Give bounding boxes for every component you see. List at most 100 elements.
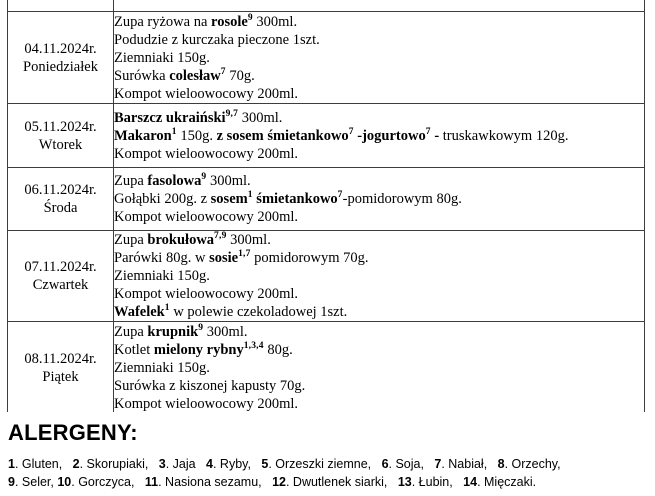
text-segment: Zupa [114,173,148,189]
menu-table-wrapper: 04.11.2024r. Poniedziałek Zupa ryżowa na r… [7,0,646,412]
clipped-date-cell [7,0,114,12]
meal-line: Kompot wieloowocowy 200ml. [114,85,644,103]
meal-line: Ziemniaki 150g. [114,359,644,377]
text-segment: 9 [8,475,15,489]
text-segment: Parówki 80g. w [114,250,210,266]
allergen-superscript: 7 [425,126,431,137]
meal-line: Ziemniaki 150g. [114,267,644,285]
text-segment: 300ml. [226,232,271,248]
allergen-superscript: 7 [220,66,226,77]
text-segment: Barszcz ukraiński [114,109,226,126]
text-segment: 11 [144,475,159,489]
menu-date-cell: 04.11.2024r. Poniedziałek [7,11,114,104]
text-segment: truskawkowym 120g. [442,127,569,144]
allergen-line: 9. Seler, 10. Gorczyca, 11. Nasiona seza… [8,473,648,491]
meal-line: Zupa ryżowa na rosole9 300ml. [114,13,644,31]
allergen-superscript: 9 [247,12,253,23]
meal-line: Zupa fasolowa9 300ml. [114,172,644,190]
text-segment: Ziemniaki 150g. [114,268,210,284]
text-segment: colesław [169,67,221,84]
text-segment: mielony rybny [153,341,244,358]
text-segment: Zupa [114,323,148,340]
text-segment: 5 [261,457,269,471]
text-segment: 7 [434,457,442,471]
text-segment: 300ml. [203,323,248,340]
text-segment: Zupa [114,232,148,248]
allergen-superscript: 1,7 [238,249,251,260]
text-segment: 300ml. [252,13,298,30]
meal-line: Parówki 80g. w sosie1,7 pomidorowym 70g. [114,249,644,267]
menu-row: 08.11.2024r. Piątek Zupa krupnik9 300ml. Ko… [7,321,645,413]
text-segment: . Ryby, [212,457,262,471]
text-segment: brokułowa [147,232,215,248]
meal-line: Kotlet mielony rybny1,3,4 80g. [114,341,644,359]
allergens-heading: ALERGENY: [8,420,138,445]
text-segment: 70g. [225,67,255,84]
text-segment: 3 [158,457,166,471]
text-segment: . Orzeszki ziemne, [268,457,382,471]
text-segment: 1 [8,457,15,471]
text-segment: . Nasiona sezamu, [158,475,273,489]
meal-line: Zupa brokułowa7,9 300ml. [114,231,644,249]
text-segment: 300ml. [206,173,251,189]
weekday-label: Piątek [42,368,79,385]
allergen-superscript: 7 [348,126,354,137]
text-segment: fasolowa [147,173,202,189]
text-segment: Ziemniaki 150g. [114,49,210,66]
clipped-meal-cell [113,0,645,12]
menu-date-cell: 06.11.2024r. Środa [7,167,114,231]
text-segment: 10 [57,475,72,489]
text-segment: 80g. [263,341,293,358]
menu-meal-cell: Zupa fasolowa9 300ml. Gołąbki 200g. z sos… [113,167,645,231]
text-segment: . Soja, [388,457,435,471]
date-label: 05.11.2024r. [24,118,97,135]
text-segment: z sosem śmietankowo [216,127,349,144]
text-segment: Surówka [114,67,170,84]
allergen-superscript: 9 [198,322,204,333]
allergens-list: 1. Gluten, 2. Skorupiaki, 3. Jaja 4. Ryb… [8,455,648,491]
menu-meal-cell: Zupa krupnik9 300ml. Kotlet mielony rybny… [113,321,645,413]
menu-meal-cell: Zupa brokułowa7,9 300ml. Parówki 80g. w s… [113,230,645,322]
text-segment: 4 [206,457,213,471]
text-segment: . Orzechy, [504,457,561,471]
meal-line: Zupa krupnik9 300ml. [114,323,644,341]
meal-line: Barszcz ukraiński9,7 300ml. [114,109,644,127]
text-segment: . Łubin, [411,475,464,489]
meal-line: Wafelek1 w polewie czekoladowej 1szt. [114,303,644,321]
meal-line: Surówka colesław7 70g. [114,67,644,85]
text-segment: krupnik [147,323,199,340]
meal-line: Gołąbki 200g. z sosem1 śmietankowo7-pomi… [114,190,644,208]
menu-row: 04.11.2024r. Poniedziałek Zupa ryżowa na r… [7,11,645,104]
text-segment: -pomidorowym 80g. [342,191,462,207]
meal-line: Kompot wieloowocowy 200ml. [114,145,644,163]
text-segment: sosem [210,191,248,207]
weekday-label: Środa [43,200,78,216]
date-label: 04.11.2024r. [24,40,97,57]
text-segment: Wafelek [114,304,165,320]
allergen-superscript: 9 [201,172,207,183]
text-segment: . Gorczyca, [71,475,145,489]
menu-date-cell: 08.11.2024r. Piątek [7,321,114,412]
weekday-label: Wtorek [38,136,83,153]
text-segment: . Dwutlenek siarki, [285,475,398,489]
text-segment: w polewie czekoladowej 1szt. [169,304,348,320]
text-segment: . Nabiał, [441,457,498,471]
text-segment: 2 [72,457,80,471]
meal-line: Kompot wieloowocowy 200ml. [114,395,644,413]
date-label: 06.11.2024r. [24,182,97,198]
weekday-label: Czwartek [32,277,89,293]
text-segment: . Mięczaki. [477,475,537,489]
text-segment: Gołąbki 200g. z [114,191,211,207]
text-segment: . Gluten, [14,457,73,471]
text-segment: Kompot wieloowocowy 200ml. [114,209,299,225]
text-segment: 14 [463,475,478,489]
text-segment: 6 [381,457,389,471]
text-segment: Makaron [114,127,172,144]
text-segment: - [430,127,443,144]
text-segment: Surówka z kiszonej kapusty 70g. [114,377,306,394]
text-segment: pomidorowym 70g. [250,250,369,266]
text-segment: 12 [272,475,286,489]
text-segment: Kompot wieloowocowy 200ml. [114,395,299,412]
menu-row: 05.11.2024r. Wtorek Barszcz ukraiński9,7 3… [7,103,645,168]
